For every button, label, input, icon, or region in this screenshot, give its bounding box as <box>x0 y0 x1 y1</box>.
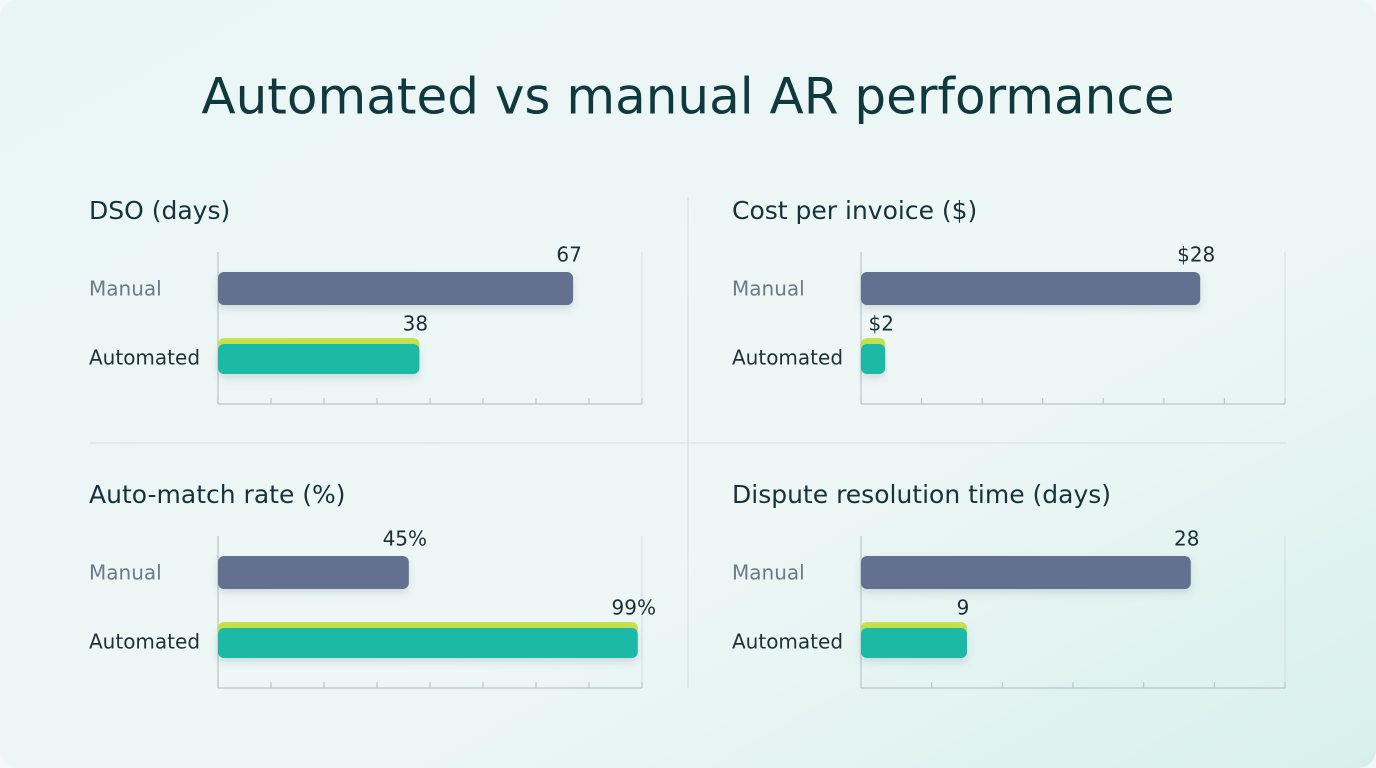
bar <box>218 556 409 589</box>
value-label: 67 <box>556 243 581 267</box>
panel-title: Dispute resolution time (days) <box>732 480 1111 509</box>
bar <box>861 628 967 658</box>
category-label: Manual <box>732 561 805 585</box>
value-label: 28 <box>1174 527 1199 551</box>
category-label: Manual <box>89 561 162 585</box>
category-label: Automated <box>732 346 843 370</box>
value-label: 45% <box>383 527 427 551</box>
panel-title: Cost per invoice ($) <box>732 196 977 225</box>
category-label: Automated <box>89 630 200 654</box>
bar <box>218 344 420 374</box>
value-label: 99% <box>612 596 656 620</box>
value-label: $28 <box>1177 243 1215 267</box>
bar <box>861 556 1191 589</box>
bar <box>861 344 886 374</box>
bar <box>218 628 638 658</box>
panel-title: Auto-match rate (%) <box>89 480 346 509</box>
panel-title: DSO (days) <box>89 196 230 225</box>
bar <box>861 272 1201 305</box>
chart-title: Automated vs manual AR performance <box>201 68 1174 126</box>
value-label: 38 <box>403 312 428 336</box>
value-label: $2 <box>869 312 894 336</box>
value-label: 9 <box>957 596 970 620</box>
category-label: Manual <box>732 277 805 301</box>
category-label: Automated <box>89 346 200 370</box>
category-label: Automated <box>732 630 843 654</box>
bar <box>218 272 574 305</box>
category-label: Manual <box>89 277 162 301</box>
